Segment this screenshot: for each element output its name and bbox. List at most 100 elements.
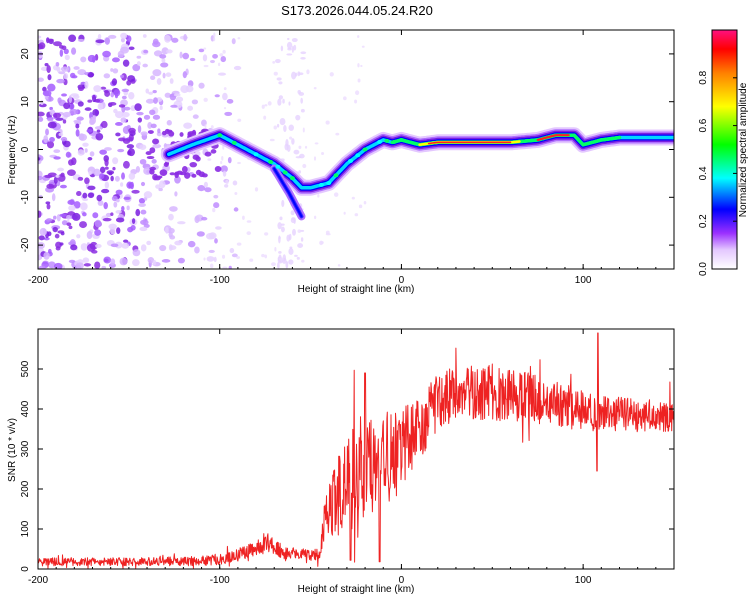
spectrogram-noise-blob — [68, 205, 76, 212]
spectrogram-noise-blob — [87, 99, 93, 103]
spectrogram-noise-blob — [100, 120, 108, 129]
spectrogram-ridge-spot — [318, 182, 324, 187]
spectrogram-noise-blob — [137, 125, 142, 133]
spectrogram-noise-blob — [47, 172, 57, 178]
spectrogram-noise-blob — [47, 83, 56, 92]
spectrogram-noise-blob — [140, 209, 147, 215]
spectrogram-noise-blob — [358, 204, 363, 209]
spectrogram-noise-blob — [120, 182, 124, 187]
spectrogram-noise-blob — [337, 264, 341, 267]
spectrogram-noise-blob — [222, 170, 227, 177]
spectrogram-noise-blob — [65, 151, 71, 158]
spectrogram-noise-blob — [60, 136, 68, 142]
spectrogram-noise-blob — [317, 194, 320, 198]
spectrogram-noise-blob — [108, 171, 113, 176]
spectrogram-noise-blob — [136, 55, 142, 59]
spectrogram-y-tick-label: -20 — [20, 237, 31, 252]
spectrogram-noise-blob — [295, 156, 302, 159]
spectrogram-noise-blob — [58, 132, 64, 137]
spectrogram-noise-blob — [237, 161, 241, 165]
spectrogram-noise-blob — [47, 74, 52, 81]
spectrogram-noise-blob — [170, 104, 178, 108]
spectrogram-noise-blob — [222, 49, 226, 54]
spectrogram-noise-blob — [291, 138, 295, 145]
spectrogram-noise-blob — [297, 90, 301, 94]
spectrogram-noise-blob — [130, 225, 136, 231]
spectrogram-noise-blob — [286, 53, 293, 56]
colorbar: 0.0 0.2 0.4 0.6 0.8 Normalized spectral ampl… — [698, 29, 749, 276]
spectrogram-ridge-spot — [217, 133, 223, 138]
spectrogram-ridge-spot — [384, 138, 390, 143]
spectrogram-noise-blob — [297, 243, 304, 248]
spectrogram-noise-blob — [112, 157, 119, 165]
spectrogram-noise-blob — [102, 50, 111, 58]
spectrogram-noise-blob — [53, 41, 63, 47]
spectrogram-noise-blob — [271, 262, 276, 267]
spectrogram-noise-blob — [45, 201, 51, 205]
spectrogram-noise-blob — [291, 217, 294, 220]
spectrogram-noise-blob — [192, 154, 200, 160]
snr-y-tick-label: 100 — [20, 520, 31, 537]
spectrogram-noise-blob — [51, 193, 56, 202]
spectrogram-noise-blob — [278, 250, 282, 254]
spectrogram-noise-blob — [72, 94, 80, 99]
spectrogram-noise-blob — [159, 169, 168, 177]
spectrogram-noise-blob — [220, 56, 227, 63]
spectrogram-noise-blob — [233, 65, 242, 71]
spectrogram-noise-blob — [121, 172, 125, 180]
spectrogram-noise-blob — [217, 62, 221, 67]
spectrogram-noise-blob — [52, 226, 58, 233]
spectrogram-noise-blob — [146, 240, 152, 246]
spectrogram-x-axis: -200 -100 0 100 — [28, 30, 675, 286]
spectrogram-noise-blob — [335, 132, 340, 136]
spectrogram-noise-blob — [87, 54, 97, 63]
spectrogram-noise-blob — [128, 127, 136, 134]
spectrogram-noise-blob — [95, 39, 105, 44]
spectrogram-noise-blob — [222, 92, 228, 101]
spectrogram-noise-blob — [148, 91, 154, 95]
spectrogram-noise-blob — [121, 206, 125, 211]
spectrogram-noise-blob — [189, 57, 196, 62]
spectrogram-noise-blob — [198, 82, 205, 89]
spectrogram-noise-blob — [80, 56, 87, 63]
spectrogram-noise-blob — [298, 72, 304, 76]
spectrogram-noise-blob — [354, 99, 358, 104]
spectrogram-noise-blob — [108, 223, 117, 230]
spectrogram-noise-blob — [295, 114, 301, 121]
spectrogram-noise-blob — [103, 73, 111, 79]
spectrogram-noise-blob — [121, 88, 130, 93]
spectrogram-noise-blob — [351, 196, 355, 200]
spectrogram-noise-blob — [320, 241, 324, 245]
spectrogram-noise-blob — [273, 125, 277, 130]
spectrogram-noise-blob — [87, 192, 95, 199]
spectrogram-noise-blob — [39, 227, 47, 236]
spectrogram-noise-blob — [152, 173, 158, 181]
spectrogram-noise-blob — [94, 229, 102, 236]
spectrogram-noise-blob — [63, 140, 71, 148]
spectrogram-noise-blob — [92, 94, 97, 103]
spectrogram-noise-blob — [38, 210, 42, 218]
spectrogram-noise-blob — [223, 87, 227, 91]
spectrogram-noise-blob — [278, 81, 283, 85]
spectrogram-noise-blob — [83, 263, 92, 267]
spectrogram-noise-blob — [237, 37, 241, 40]
spectrogram-noise-blob — [110, 68, 114, 72]
spectrogram-noise-blob — [242, 215, 245, 220]
spectrogram-noise-blob — [99, 173, 105, 180]
spectrogram-noise-blob — [110, 243, 119, 248]
spectrogram-noise-blob — [304, 145, 308, 149]
spectrogram-noise-blob — [89, 119, 95, 126]
spectrogram-noise-blob — [40, 99, 44, 106]
spectrogram-ridge-spot — [275, 164, 281, 169]
colorbar-label: Normalized spectral amplitude — [738, 82, 749, 217]
spectrogram-ridge-spot — [362, 147, 368, 152]
spectrogram-noise-blob — [176, 170, 183, 175]
spectrogram-noise-blob — [112, 68, 119, 74]
spectrogram-noise-blob — [100, 86, 107, 90]
spectrogram-noise-blob — [45, 128, 49, 136]
spectrogram-noise-blob — [44, 62, 49, 67]
spectrogram-noise-blob — [109, 102, 117, 106]
spectrogram-x-tick-label: 0 — [399, 275, 405, 286]
spectrogram-noise-layer — [38, 32, 367, 269]
spectrogram-noise-blob — [46, 203, 51, 210]
